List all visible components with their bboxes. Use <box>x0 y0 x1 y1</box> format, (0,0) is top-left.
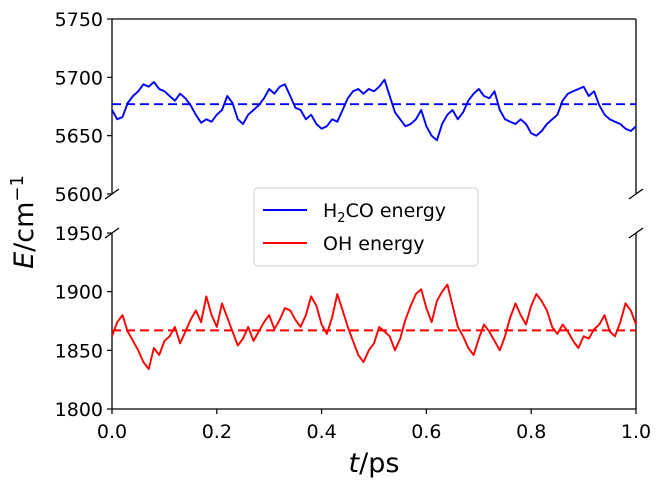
h2co-energy-line <box>111 78 637 142</box>
lower-break-mark-right <box>628 227 644 239</box>
x-axis-title: t/ps <box>349 448 400 479</box>
lower-y-tick-label: 1800 <box>55 399 103 421</box>
lower-y-tick-label: 1900 <box>55 282 103 304</box>
upper-y-tick-label: 5600 <box>55 184 103 206</box>
x-tick-label: 1.0 <box>621 421 651 443</box>
upper-y-tick-label: 5650 <box>55 126 103 148</box>
lower-y-tick-label: 1850 <box>55 340 103 362</box>
legend-frame <box>253 187 479 267</box>
upper-y-tick-label: 5750 <box>55 9 103 31</box>
upper-y-tick-label: 5700 <box>55 67 103 89</box>
legend-oh-label: OH energy <box>323 233 425 255</box>
lower-panel: 1800 1850 1900 1950 <box>55 223 644 421</box>
upper-break-mark-left <box>104 188 120 200</box>
y-axis-title: E/cm−1 <box>7 175 40 269</box>
upper-break-mark-right <box>628 188 644 200</box>
legend-h2co-label: H2CO energy <box>323 200 446 226</box>
x-tick-label: 0.2 <box>202 421 232 443</box>
x-tick-label: 0.4 <box>306 421 336 443</box>
x-tick-label: 0.0 <box>97 421 127 443</box>
oh-energy-line <box>111 283 637 371</box>
lower-y-tick-label: 1950 <box>55 223 103 245</box>
x-tick-label: 0.8 <box>516 421 546 443</box>
lower-break-mark-left <box>104 227 120 239</box>
x-tick-label: 0.6 <box>411 421 441 443</box>
x-axis: 0.0 0.2 0.4 0.6 0.8 1.0 <box>97 409 651 443</box>
upper-panel: 5600 5650 5700 5750 <box>55 9 644 206</box>
legend: H2CO energy OH energy <box>253 187 479 267</box>
